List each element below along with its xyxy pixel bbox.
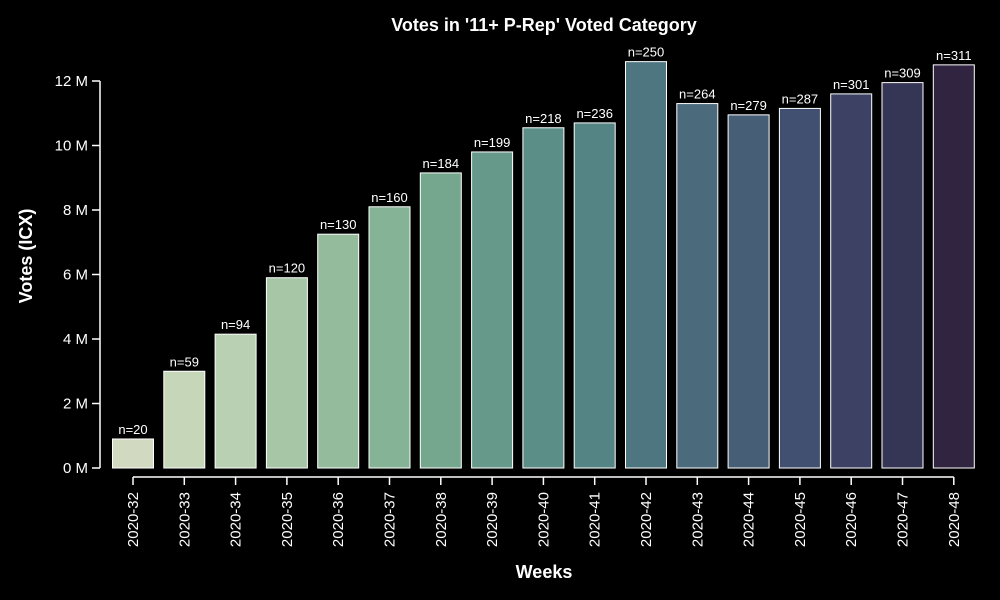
x-tick-label: 2020-39: [484, 492, 501, 547]
x-tick-label: 2020-47: [895, 492, 912, 547]
y-tick-label: 12 M: [55, 73, 88, 90]
bar: [265, 277, 308, 469]
bar: [778, 107, 821, 469]
x-tick-label: 2020-32: [125, 492, 142, 547]
bar-value-label: n=184: [423, 156, 460, 171]
x-tick-label: 2020-45: [792, 492, 809, 547]
x-tick-label: 2020-38: [433, 492, 450, 547]
bar-value-label: n=218: [525, 111, 562, 126]
x-tick-label: 2020-43: [689, 492, 706, 547]
bar: [573, 122, 616, 469]
bar-value-label: n=309: [884, 66, 921, 81]
bar-value-label: n=94: [221, 317, 250, 332]
y-tick-label: 4 M: [63, 331, 88, 348]
bar-value-label: n=199: [474, 135, 511, 150]
x-tick-label: 2020-33: [176, 492, 193, 547]
bar-value-label: n=287: [782, 91, 819, 106]
x-tick-label: 2020-42: [638, 492, 655, 547]
x-tick-label: 2020-44: [741, 492, 758, 547]
bar: [830, 93, 873, 469]
bar-value-label: n=264: [679, 87, 716, 102]
bar-value-label: n=279: [730, 98, 767, 113]
bar-value-label: n=120: [269, 261, 306, 276]
x-tick-label: 2020-46: [843, 492, 860, 547]
bar: [112, 438, 154, 469]
y-tick-label: 6 M: [63, 267, 88, 284]
bars-group: [112, 61, 975, 469]
x-tick-label: 2020-34: [228, 492, 245, 547]
x-axis-label: Weeks: [516, 562, 573, 582]
y-tick-label: 2 M: [63, 396, 88, 413]
bar-value-label: n=236: [576, 106, 613, 121]
bar: [881, 82, 924, 469]
bar-value-label: n=311: [936, 48, 972, 63]
x-tick-label: 2020-41: [587, 492, 604, 547]
x-tick-label: 2020-40: [535, 492, 552, 547]
bar-value-label: n=20: [118, 422, 147, 437]
bar-value-label: n=130: [320, 217, 357, 232]
y-tick-label: 8 M: [63, 202, 88, 219]
bar-labels-group: n=20 n=59 n=94 n=120 n=130 n=160 n=184 n=199 n=2…: [118, 45, 971, 437]
bar: [368, 206, 411, 469]
bar: [471, 151, 514, 469]
y-tick-label: 0 M: [63, 460, 88, 477]
chart-title: Votes in '11+ P-Rep' Voted Category: [391, 15, 696, 35]
bar-value-label: n=301: [833, 77, 870, 92]
bar: [676, 103, 719, 469]
bar: [727, 114, 770, 469]
bar: [163, 370, 206, 469]
y-axis: 0 M 2 M 4 M 6 M 8 M 10 M 12 M: [55, 73, 101, 477]
bar: [419, 172, 462, 469]
bar: [625, 61, 667, 469]
x-tick-label: 2020-48: [946, 492, 963, 547]
bar: [932, 64, 975, 469]
x-axis: 2020-32 2020-33 2020-34 2020-35 2020-36 2020-…: [125, 476, 963, 547]
bar-value-label: n=59: [170, 354, 199, 369]
bar-value-label: n=160: [371, 190, 408, 205]
y-tick-label: 10 M: [55, 138, 88, 155]
x-tick-label: 2020-35: [279, 492, 296, 547]
bar: [317, 233, 360, 469]
x-tick-label: 2020-37: [382, 492, 399, 547]
bar: [522, 127, 565, 469]
y-axis-label: Votes (ICX): [16, 209, 36, 304]
bar: [214, 333, 257, 469]
x-tick-label: 2020-36: [330, 492, 347, 547]
bar-value-label: n=250: [628, 45, 665, 60]
